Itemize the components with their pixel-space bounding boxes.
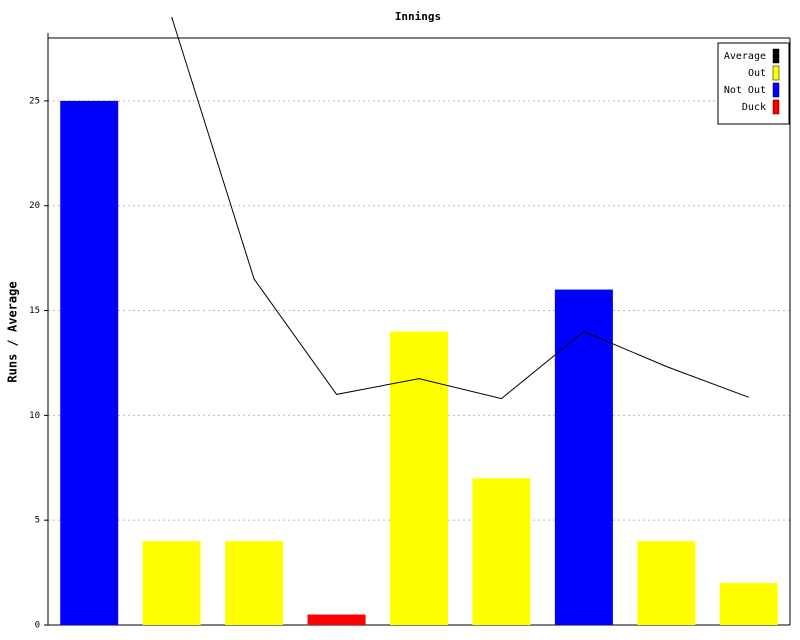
- legend-label: Average: [724, 51, 766, 62]
- y-axis-label: Runs / Average: [6, 281, 20, 382]
- bar: [637, 541, 696, 625]
- bar: [472, 478, 531, 625]
- legend-label: Not Out: [724, 85, 766, 96]
- average-line: [171, 16, 749, 400]
- y-tick-label: 15: [29, 306, 40, 316]
- bar: [390, 331, 448, 625]
- legend-swatch: [772, 99, 780, 115]
- y-tick-label: 10: [29, 411, 40, 421]
- legend-swatch: [772, 65, 780, 81]
- legend-swatch: [772, 48, 780, 64]
- legend-label: Duck: [742, 102, 766, 113]
- y-tick-label: 0: [35, 621, 40, 631]
- bar: [60, 100, 119, 625]
- bar: [554, 289, 613, 625]
- chart-title: Innings: [395, 10, 441, 23]
- legend-label: Out: [748, 68, 766, 79]
- bar: [142, 541, 201, 625]
- bar: [225, 541, 284, 625]
- y-tick-label: 5: [35, 516, 40, 526]
- bar: [719, 583, 778, 625]
- bar: [307, 614, 366, 625]
- y-tick-label: 20: [29, 201, 40, 211]
- y-tick-label: 25: [29, 96, 40, 106]
- legend-swatch: [772, 82, 780, 98]
